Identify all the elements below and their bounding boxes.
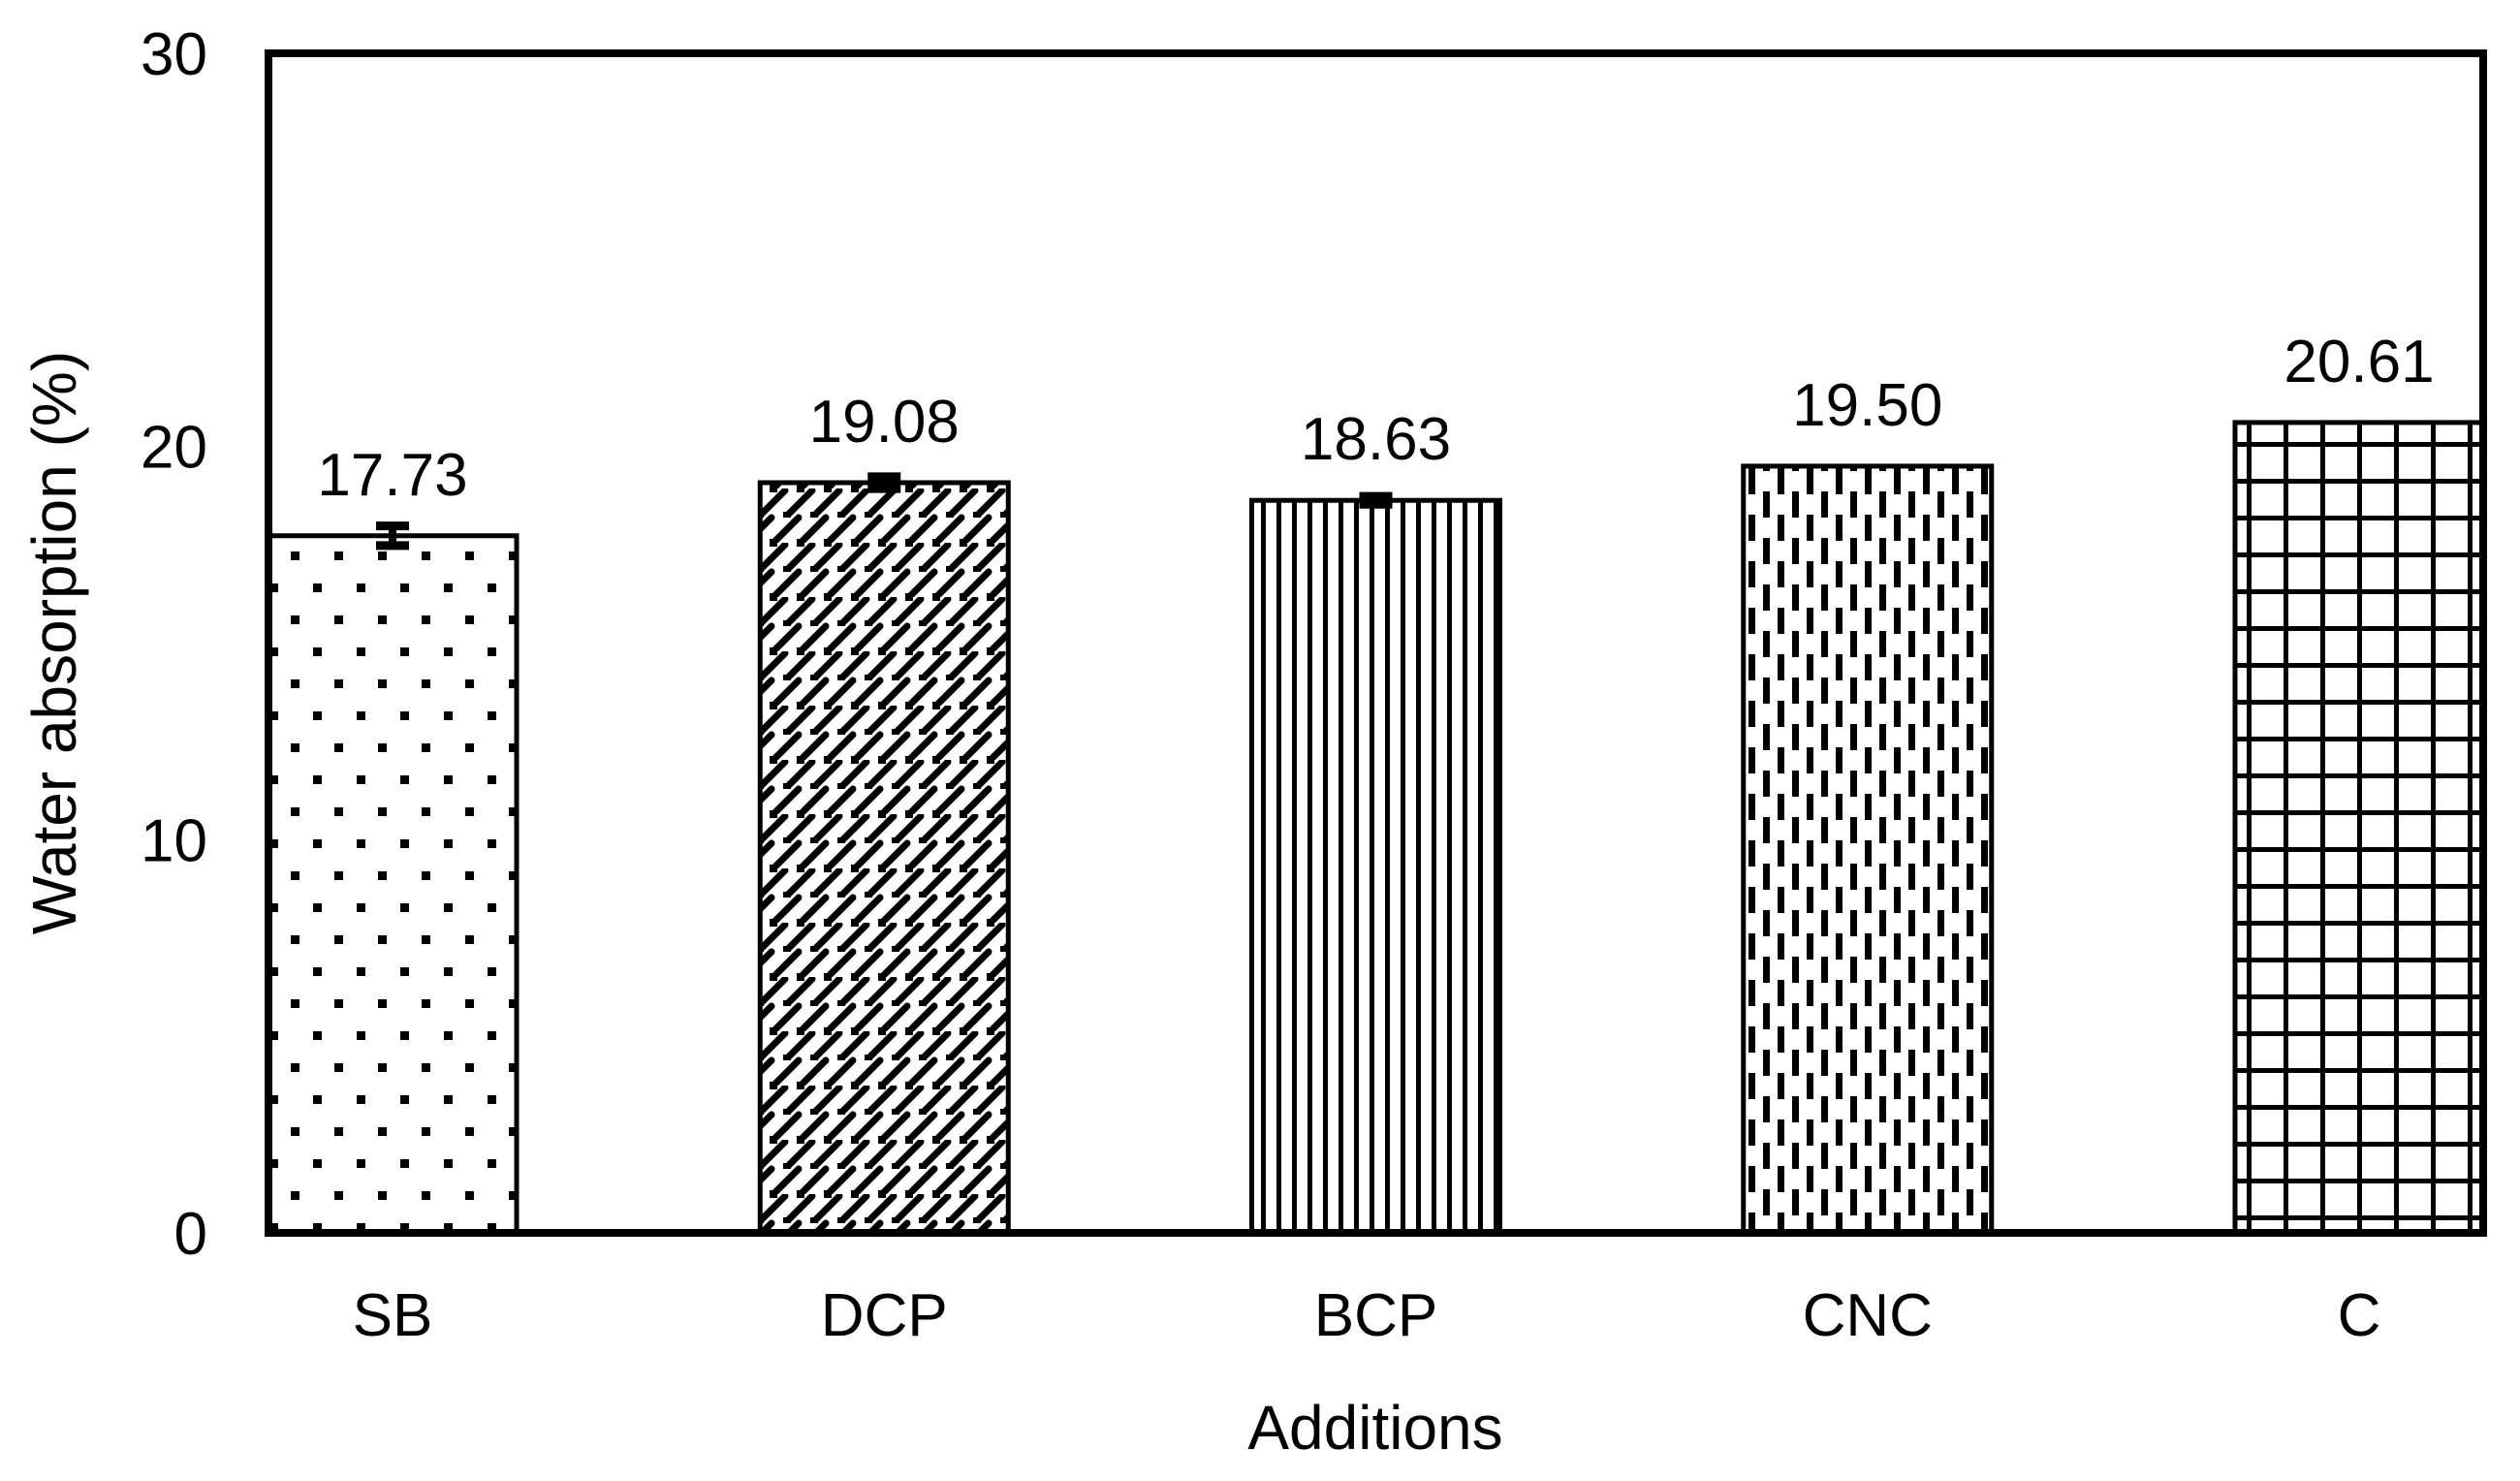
bar-DCP bbox=[757, 480, 1011, 1236]
bar-BCP bbox=[1249, 497, 1502, 1236]
bar-SB bbox=[266, 533, 520, 1236]
bar-value-label: 17.73 bbox=[317, 442, 467, 509]
x-tick-labels-group: SB DCP BCP CNC C bbox=[353, 1282, 2381, 1349]
bar-value-label: 19.50 bbox=[1792, 372, 1942, 439]
bar-value-label: 20.61 bbox=[2284, 329, 2434, 395]
bar-value-label: 19.08 bbox=[809, 389, 960, 456]
y-tick-label-30: 30 bbox=[141, 21, 207, 88]
value-labels-group: 17.73 19.08 18.63 19.50 20.61 bbox=[317, 329, 2434, 509]
y-tick-label-0: 0 bbox=[174, 1201, 207, 1268]
x-tick-label-DCP: DCP bbox=[821, 1282, 948, 1349]
x-axis-title: Additions bbox=[1247, 1393, 1502, 1463]
y-tick-labels-group: 0 10 20 30 bbox=[141, 21, 207, 1268]
y-tick-label-20: 20 bbox=[141, 415, 207, 482]
x-tick-label-SB: SB bbox=[353, 1282, 433, 1349]
bar-CNC bbox=[1741, 463, 1995, 1236]
bar-value-label: 18.63 bbox=[1301, 406, 1451, 473]
x-tick-label-CNC: CNC bbox=[1803, 1282, 1933, 1349]
plot-border bbox=[265, 49, 2487, 1237]
y-tick-label-10: 10 bbox=[141, 807, 207, 874]
x-tick-label-BCP: BCP bbox=[1314, 1282, 1437, 1349]
bars-group bbox=[266, 420, 2486, 1236]
bar-C bbox=[2232, 420, 2486, 1236]
y-axis-title: Water absorption (%) bbox=[19, 351, 89, 934]
error-bars-group bbox=[376, 472, 1393, 551]
x-tick-label-C: C bbox=[2338, 1282, 2381, 1349]
